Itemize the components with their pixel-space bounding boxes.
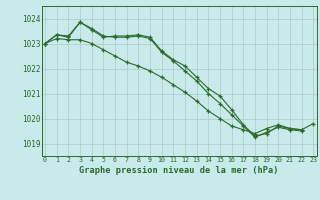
- X-axis label: Graphe pression niveau de la mer (hPa): Graphe pression niveau de la mer (hPa): [79, 166, 279, 175]
